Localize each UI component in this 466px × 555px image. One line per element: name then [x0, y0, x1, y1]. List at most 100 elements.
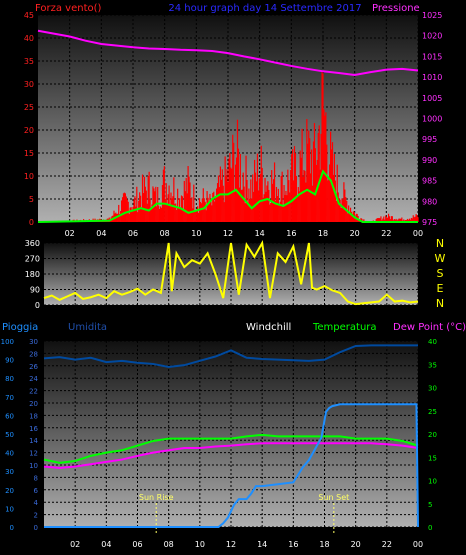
- pressure-tick-label: 980: [422, 197, 437, 206]
- wind-tick-label: 20: [24, 126, 34, 135]
- pressure-tick-label: 985: [422, 177, 437, 186]
- x-tick-label: 04: [96, 229, 106, 238]
- pressure-tick-label: 1000: [422, 115, 442, 124]
- rain-tick-label: 80: [5, 375, 14, 383]
- wind-axis-title: Forza vento(): [35, 3, 102, 14]
- x-tick-label: 12: [226, 540, 236, 549]
- x-tick-label: 02: [70, 540, 80, 549]
- rain-tick-label: 60: [5, 412, 14, 420]
- x-tick-label: 18: [319, 540, 329, 549]
- rain-tick-label: 30: [5, 468, 14, 476]
- wind-tick-label: 25: [24, 103, 34, 112]
- humidity-tick-label: 24: [29, 375, 38, 383]
- chart-title: 24 hour graph day 14 Settembre 2017: [168, 3, 361, 14]
- pressure-tick-label: 1005: [422, 94, 442, 103]
- temperature-tick-label: 25: [428, 408, 437, 416]
- x-tick-label: 08: [160, 229, 170, 238]
- humidity-tick-label: 12: [29, 450, 38, 458]
- legend-humidity: Umidita: [68, 322, 107, 333]
- humidity-tick-label: 8: [34, 474, 38, 482]
- compass-label: S: [437, 267, 444, 280]
- rain-line: [44, 403, 419, 528]
- pressure-axis-title: Pressione: [372, 3, 420, 14]
- humidity-tick-label: 30: [29, 338, 38, 346]
- x-tick-label: 02: [65, 229, 75, 238]
- wind-tick-label: 30: [24, 80, 34, 89]
- compass-label: E: [437, 282, 444, 295]
- humidity-tick-label: 6: [34, 487, 39, 495]
- humidity-tick-label: 28: [29, 350, 38, 358]
- temperature-tick-label: 20: [428, 431, 437, 439]
- temperature-tick-label: 40: [428, 338, 437, 346]
- x-tick-label: 08: [164, 540, 174, 549]
- temperature-tick-label: 35: [428, 361, 437, 369]
- rain-tick-label: 90: [5, 357, 14, 365]
- pressure-line: [37, 29, 419, 77]
- compass-label: N: [436, 237, 444, 250]
- sunset-label: Sun Set: [318, 493, 349, 502]
- legend-windchill: Windchill: [246, 322, 291, 333]
- humidity-tick-label: 2: [34, 512, 38, 520]
- humidity-tick-label: 0: [34, 524, 38, 532]
- temperature-tick-label: 5: [428, 501, 432, 509]
- temperature-tick-label: 15: [428, 454, 437, 462]
- humidity-tick-label: 22: [29, 388, 38, 396]
- x-tick-label: 20: [351, 540, 361, 549]
- rain-tick-label: 70: [5, 394, 14, 402]
- temperature-line: [43, 433, 419, 464]
- direction-tick-label: 360: [25, 239, 40, 248]
- x-tick-label: 10: [191, 229, 201, 238]
- x-tick-label: 10: [195, 540, 205, 549]
- direction-tick-label: 0: [35, 301, 40, 310]
- humidity-tick-label: 26: [29, 363, 38, 371]
- rain-tick-label: 0: [10, 524, 14, 532]
- compass-label: N: [436, 297, 444, 310]
- average-wind-line: [37, 169, 418, 223]
- x-tick-label: 06: [128, 229, 138, 238]
- wind-direction-plot-area: [44, 243, 418, 305]
- x-tick-label: 14: [255, 229, 265, 238]
- rain-tick-label: 10: [5, 505, 14, 513]
- x-tick-label: 18: [318, 229, 328, 238]
- legend-dewpoint: Dew Point (°C): [393, 322, 466, 333]
- pressure-tick-label: 1010: [422, 73, 442, 82]
- pressure-tick-label: 975: [422, 218, 437, 227]
- x-tick-label: 06: [132, 540, 142, 549]
- temperature-tick-label: 30: [428, 385, 437, 393]
- x-tick-label: 04: [101, 540, 111, 549]
- pressure-tick-label: 995: [422, 135, 437, 144]
- wind-tick-label: 40: [24, 34, 34, 43]
- temperature-tick-label: 10: [428, 478, 437, 486]
- x-tick-label: 22: [381, 229, 391, 238]
- wind-tick-label: 0: [29, 218, 34, 227]
- wind-tick-label: 5: [29, 195, 34, 204]
- direction-tick-label: 270: [25, 255, 40, 264]
- x-tick-label: 20: [350, 229, 360, 238]
- rain-tick-label: 50: [5, 431, 14, 439]
- direction-tick-label: 90: [30, 286, 40, 295]
- wind-tick-label: 45: [24, 11, 34, 20]
- wind-tick-label: 15: [24, 149, 34, 158]
- direction-tick-label: 180: [25, 270, 40, 279]
- humidity-tick-label: 16: [29, 425, 38, 433]
- x-tick-label: 16: [286, 229, 296, 238]
- sunrise-label: Sun Rise: [139, 493, 174, 502]
- temperature-tick-label: 0: [428, 524, 432, 532]
- x-tick-label: 16: [288, 540, 298, 549]
- wind-tick-label: 10: [24, 172, 34, 181]
- dewpoint-line: [43, 442, 419, 469]
- humidity-line: [43, 344, 418, 369]
- x-tick-label: 00: [413, 540, 423, 549]
- humidity-tick-label: 4: [34, 499, 39, 507]
- x-tick-label: 22: [382, 540, 392, 549]
- humidity-tick-label: 14: [29, 437, 38, 445]
- wind-direction-line: [43, 239, 419, 306]
- pressure-tick-label: 1020: [422, 32, 442, 41]
- legend-temperature: Temperatura: [312, 322, 377, 333]
- humidity-tick-label: 20: [29, 400, 38, 408]
- x-tick-label: 00: [413, 229, 423, 238]
- pressure-tick-label: 990: [422, 156, 437, 165]
- rain-tick-label: 100: [1, 338, 14, 346]
- rain-tick-label: 40: [5, 450, 14, 458]
